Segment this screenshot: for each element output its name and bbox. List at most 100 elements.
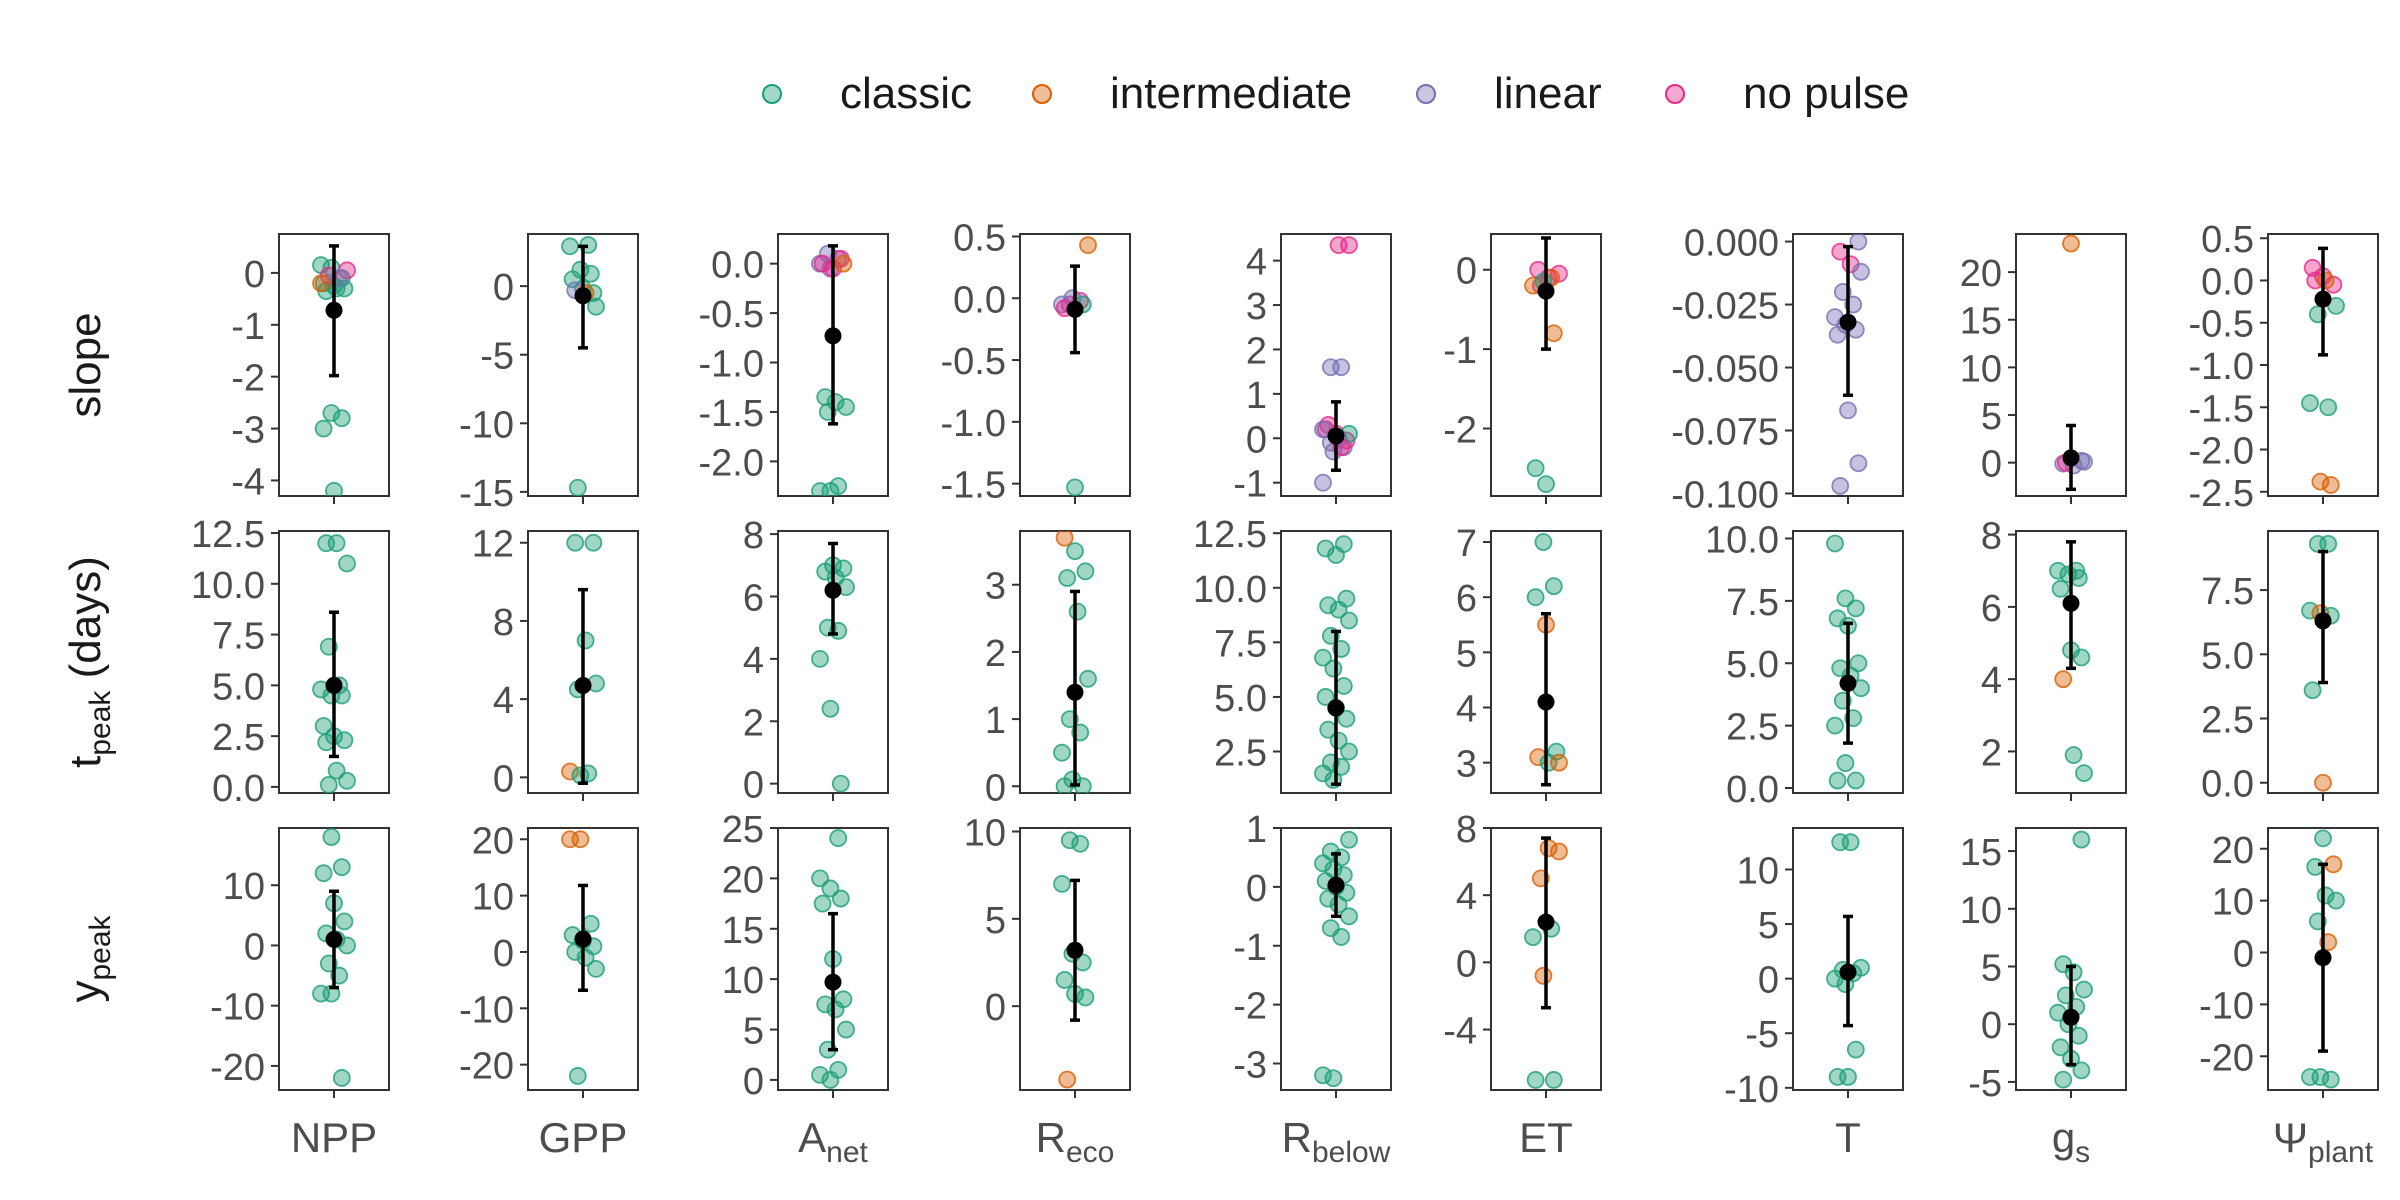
y-tick-label: 4 [1981, 660, 2002, 702]
error-bar [824, 911, 842, 1052]
data-point-classic [837, 1020, 855, 1039]
y-tick-label: 0 [1456, 943, 1477, 985]
data-point-classic [332, 409, 351, 428]
data-point-classic [1068, 602, 1087, 621]
panel-slope-T: 0.000 -0.025 -0.050 -0.075 -0.100 [1671, 223, 1904, 516]
error-bar [2062, 964, 2080, 1067]
y-tick-label: 5.0 [2201, 635, 2254, 677]
data-point-classic [1053, 743, 1071, 762]
data-point-classic [2319, 398, 2338, 417]
y-tick-label: 5.0 [1726, 644, 1779, 686]
point-group [2054, 234, 2093, 475]
data-point-classic [561, 237, 579, 256]
y-tick-label: 5 [1758, 905, 1779, 947]
y-tick-label: 0 [244, 926, 265, 968]
y-tick-label: 0 [743, 1061, 764, 1103]
panel-tpeak-T: 10.0 7.5 5.0 2.5 0.0 [1705, 519, 1904, 811]
legend-label: intermediate [1110, 69, 1352, 118]
y-tick-label: 0.0 [2201, 764, 2254, 806]
legend-label: no pulse [1743, 69, 1909, 118]
data-point-intermediate [571, 830, 590, 849]
data-point-classic [1828, 771, 1847, 790]
error-bar [1327, 629, 1345, 787]
y-tick-label: 15 [722, 910, 764, 952]
data-point-classic [2301, 394, 2319, 412]
data-point-classic [1314, 648, 1332, 667]
panel-ypeak-ET: 8 4 0 -4 [1443, 809, 1602, 1098]
data-point-intermediate [2311, 472, 2330, 491]
y-tick-label: -0.100 [1671, 474, 1779, 516]
panel-tpeak-Reco: 3 2 1 0 [985, 530, 1131, 809]
data-point-intermediate [561, 762, 579, 781]
y-tick-label: 0.5 [2201, 219, 2254, 261]
legend-swatch [1416, 84, 1436, 104]
error-bar [1066, 589, 1084, 787]
data-point-classic [2303, 681, 2322, 700]
y-tick-label: -1.5 [699, 393, 764, 435]
y-tick-label: 0.0 [953, 279, 1006, 321]
legend-item-classic: classic [762, 69, 972, 118]
data-point-classic [1544, 577, 1563, 596]
data-point-classic [1826, 716, 1844, 735]
y-tick-label: 10 [2212, 882, 2254, 924]
y-tick-label: 1 [1246, 809, 1267, 851]
y-tick-label: -15 [459, 473, 514, 515]
data-point-classic [335, 731, 354, 750]
panel-tpeak-Anet: 8 6 4 2 0 [743, 515, 889, 807]
data-point-classic [1337, 709, 1356, 728]
data-point-intermediate [1544, 324, 1563, 343]
y-tick-label: 6 [743, 578, 764, 620]
data-point-linear [1849, 454, 1868, 473]
data-point-classic [2075, 980, 2093, 999]
point-group [1314, 535, 1358, 789]
y-tick-label: -1 [1443, 330, 1477, 372]
error-bar [824, 541, 842, 636]
data-point-classic [829, 829, 848, 847]
data-point-classic [821, 699, 840, 718]
y-tick-label: 5 [1456, 633, 1477, 675]
y-tick-label: -20 [2199, 1037, 2254, 1079]
mean-point [824, 327, 842, 345]
data-point-classic [587, 297, 605, 316]
legend-label: classic [840, 69, 972, 118]
data-point-classic [1537, 475, 1555, 493]
data-point-intermediate [1058, 1070, 1077, 1089]
y-tick-label: -1 [231, 306, 265, 348]
y-tick-label: -2 [1233, 986, 1267, 1028]
mean-point [2062, 594, 2080, 612]
y-tick-label: -4 [1443, 1011, 1477, 1053]
mean-point [2314, 612, 2332, 630]
data-point-classic [1846, 771, 1865, 790]
y-tick-label: -0.075 [1671, 412, 1779, 454]
data-point-classic [826, 1000, 845, 1019]
y-tick-label: -1.5 [2189, 388, 2254, 430]
mean-point [824, 581, 842, 599]
data-point-classic [1055, 971, 1074, 989]
error-bar [1839, 244, 1857, 397]
y-tick-label: 4 [743, 640, 764, 682]
panel-tpeak-Psi: 7.5 5.0 2.5 0.0 [2201, 530, 2379, 806]
y-tick-label: 12 [472, 524, 514, 566]
legend-label: linear [1494, 69, 1602, 118]
data-point-classic [1846, 599, 1865, 618]
y-tick-label: 8 [1456, 809, 1477, 851]
mean-point [1327, 876, 1345, 894]
mean-point [1537, 282, 1555, 300]
data-point-classic [813, 894, 832, 913]
column-label-Anet: Anet [798, 1114, 868, 1169]
y-tick-label: 5 [743, 1011, 764, 1053]
data-point-classic [2321, 1070, 2340, 1089]
data-point-classic [2306, 858, 2325, 876]
error-bar [1839, 621, 1857, 745]
column-label-GPP: GPP [539, 1114, 628, 1161]
y-tick-label: 0 [493, 758, 514, 800]
data-point-classic [322, 984, 341, 1003]
data-point-classic [322, 828, 341, 846]
data-point-classic [568, 1067, 587, 1085]
mean-point [1066, 941, 1084, 959]
row-label-tpeak: tpeak (days) [61, 556, 117, 768]
error-bar [2314, 549, 2332, 685]
y-tick-label: -1 [1233, 464, 1267, 506]
y-tick-label: 3 [1456, 744, 1477, 786]
